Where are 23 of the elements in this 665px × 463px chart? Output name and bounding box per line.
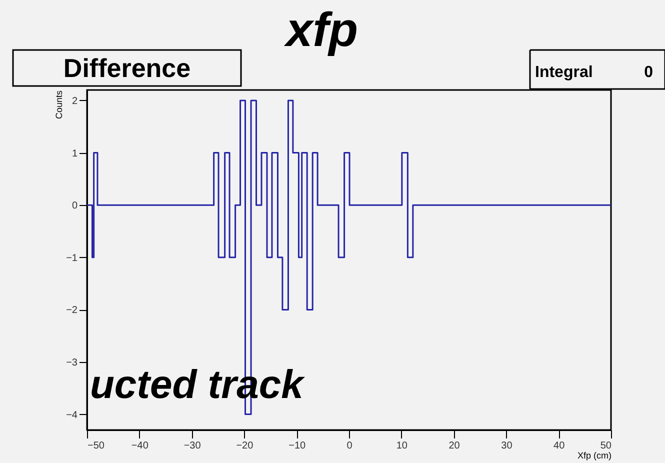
x-tick-label: 0	[346, 440, 353, 452]
y-tick-label: −1	[66, 252, 78, 264]
x-tick-label: −50	[88, 440, 105, 452]
y-tick-label: 1	[72, 148, 78, 160]
y-tick-label: 0	[72, 200, 78, 212]
text: Integral 0	[535, 64, 653, 81]
chart-title: Difference	[63, 53, 191, 83]
y-tick-label: −2	[66, 305, 78, 316]
y-tick-label: −3	[66, 358, 78, 368]
x-tick-label: 40	[554, 440, 566, 452]
x-tick-label: −10	[288, 440, 306, 452]
y-tick-label: 2	[72, 96, 78, 107]
x-tick-label: 20	[448, 440, 460, 452]
text: xfp	[283, 4, 358, 57]
x-axis-title: Xfp (cm)	[577, 450, 612, 460]
x-tick-label: −40	[131, 440, 149, 452]
x-tick-label: 10	[396, 440, 408, 452]
x-tick-label: −30	[184, 440, 202, 452]
x-tick-label: 50	[600, 440, 612, 452]
y-axis-title: Counts	[54, 90, 64, 120]
x-tick-label: 30	[501, 440, 513, 452]
x-tick-label: −20	[236, 440, 254, 452]
y-tick-label: −4	[66, 410, 78, 421]
